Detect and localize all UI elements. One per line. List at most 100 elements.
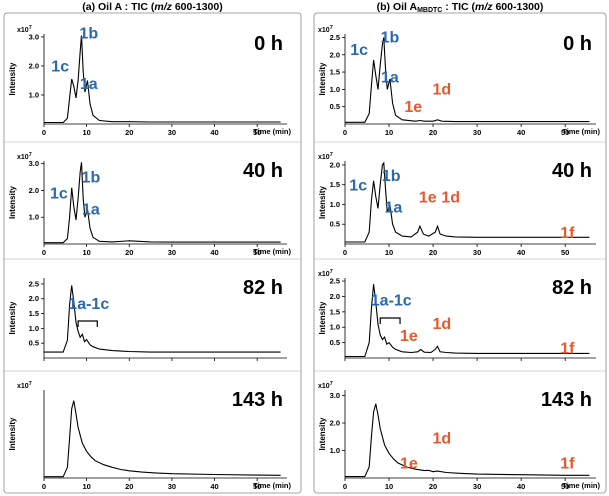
exponent-power: 7 (29, 152, 32, 158)
peak-label-1a: 1a (82, 202, 100, 219)
time-label: 143 h (541, 389, 592, 411)
peak-label-1d: 1d (441, 190, 460, 207)
y-tick-label: 1.5 (330, 180, 340, 189)
peak-label-1b: 1b (381, 30, 400, 47)
x-axis-label: Time (min) (253, 481, 291, 490)
peak-label-1e: 1e (419, 190, 437, 207)
peak-label-1c: 1c (51, 59, 69, 76)
title-part: m/z (475, 1, 493, 13)
exponent-base: x10 (318, 27, 330, 34)
x-tick-label: 30 (473, 248, 481, 257)
axis-exponent: x107 (318, 25, 333, 34)
x-axis-label: Time (min) (253, 247, 291, 256)
y-tick-label: 1.5 (29, 309, 39, 318)
title-subscript: MBDTC (417, 7, 442, 14)
x-tick-label: 40 (210, 482, 218, 491)
x-tick-label: 0 (343, 128, 347, 137)
title-part: (b) Oil A (377, 1, 418, 13)
exponent-base: x10 (318, 154, 330, 161)
tic-trace (345, 37, 590, 123)
time-label: 0 h (254, 33, 283, 55)
x-tick-label: 30 (168, 248, 176, 257)
x-tick-label: 40 (517, 248, 525, 257)
axis-exponent: x107 (318, 269, 333, 278)
axis-exponent: x107 (318, 152, 333, 161)
y-tick-label: 1.0 (330, 323, 340, 332)
y-tick-label: 1.0 (330, 446, 340, 455)
y-tick-label: 1.0 (29, 90, 39, 99)
title-part: 600-1300) (493, 1, 544, 13)
exponent-base: x10 (17, 27, 29, 34)
y-axis-label: Intensity (318, 417, 327, 450)
exponent-base: x10 (318, 271, 330, 278)
exponent-base: x10 (17, 154, 29, 161)
axis-exponent: x107 (17, 25, 32, 34)
y-tick-label: 0.5 (330, 338, 340, 347)
y-tick-label: 1.0 (330, 200, 340, 209)
title-part: 600-1300) (172, 1, 223, 13)
x-axis-label: Time (min) (562, 127, 600, 136)
x-tick-label: 40 (517, 128, 525, 137)
x-tick-label: 10 (385, 128, 393, 137)
y-tick-label: 2.0 (330, 292, 340, 301)
x-tick-label: 0 (42, 248, 46, 257)
y-tick-label: 2.0 (29, 61, 39, 70)
y-axis-label: Intensity (318, 62, 327, 95)
tic-trace (44, 162, 281, 244)
peak-label-1d: 1d (433, 82, 452, 99)
peak-label-1b: 1b (79, 25, 98, 42)
peak-label-1a: 1a (80, 76, 98, 93)
x-tick-label: 30 (473, 482, 481, 491)
peak-label-1e: 1e (400, 455, 418, 472)
time-label: 40 h (552, 160, 592, 182)
x-tick-label: 10 (385, 248, 393, 257)
x-tick-label: 10 (385, 482, 393, 491)
y-axis-label: Intensity (8, 417, 17, 450)
time-label: 0 h (563, 33, 592, 55)
peak-label-1a: 1a (385, 199, 403, 216)
y-tick-label: 3.0 (29, 159, 39, 168)
x-tick-label: 0 (42, 482, 46, 491)
peak-label-1a: 1a (381, 69, 399, 86)
tic-trace (345, 161, 590, 243)
x-tick-label: 20 (429, 482, 437, 491)
x-axis-label: Time (min) (253, 127, 291, 136)
x-tick-label: 30 (168, 128, 176, 137)
peak-label-1f: 1f (560, 340, 575, 357)
y-axis-label: Intensity (8, 186, 17, 219)
y-tick-label: 1.5 (330, 68, 340, 77)
peak-label-1e: 1e (404, 99, 422, 116)
peak-label-1e: 1e (400, 328, 418, 345)
x-tick-label: 20 (429, 128, 437, 137)
axis-exponent: x107 (318, 381, 333, 390)
x-tick-label: 0 (343, 248, 347, 257)
column-title: (b) Oil AMBDTC : TIC (m/z 600-1300) (377, 1, 544, 14)
x-tick-label: 50 (561, 248, 569, 257)
peak-bracket (379, 317, 401, 324)
x-tick-label: 0 (42, 128, 46, 137)
x-tick-label: 20 (125, 128, 133, 137)
x-tick-label: 20 (429, 248, 437, 257)
peak-label-1b: 1b (82, 169, 101, 186)
x-tick-label: 20 (125, 482, 133, 491)
time-label: 82 h (243, 277, 283, 299)
peak-label-1c: 1c (350, 42, 368, 59)
y-tick-label: 2.0 (330, 419, 340, 428)
x-tick-label: 20 (125, 248, 133, 257)
time-label: 143 h (232, 389, 283, 411)
x-tick-label: 10 (82, 482, 90, 491)
peak-label-1a-1c: 1a-1c (68, 296, 109, 313)
y-tick-label: 2.0 (330, 160, 340, 169)
exponent-power: 7 (330, 152, 333, 158)
y-tick-label: 0.5 (29, 339, 39, 348)
y-tick-label: 2.0 (29, 294, 39, 303)
y-tick-label: 1.0 (330, 85, 340, 94)
y-tick-label: 1.5 (330, 307, 340, 316)
x-tick-label: 50 (561, 482, 569, 491)
